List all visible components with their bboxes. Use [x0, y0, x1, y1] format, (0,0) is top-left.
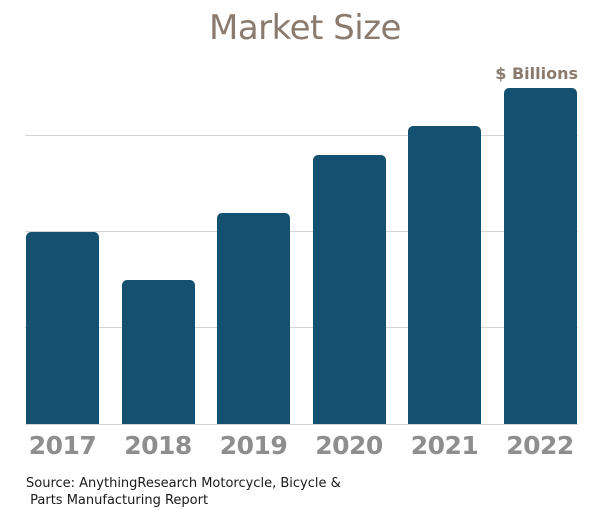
gridline	[25, 231, 578, 232]
x-axis-label-2017: 2017	[28, 431, 97, 460]
bar-2021	[408, 126, 481, 424]
source-line-1: Source: AnythingResearch Motorcycle, Bic…	[26, 476, 341, 491]
source-line-2: Parts Manufacturing Report	[26, 493, 209, 508]
x-axis-label-2021: 2021	[410, 431, 479, 460]
chart-title: Market Size	[209, 8, 401, 48]
bar-2017	[26, 232, 99, 424]
plot-area	[25, 40, 578, 425]
gridline	[25, 135, 578, 136]
x-axis-label-2022: 2022	[506, 431, 574, 460]
bars-container	[25, 40, 578, 424]
y-units-label: $ Billions	[495, 64, 578, 83]
x-axis-label-2020: 2020	[315, 431, 383, 460]
bar-2018	[121, 280, 195, 424]
x-axis-label-2019: 2019	[219, 431, 288, 460]
x-axis-label-2018: 2018	[124, 431, 192, 460]
source-note: Source: AnythingResearch Motorcycle, Bic…	[26, 475, 341, 509]
gridline	[25, 327, 578, 328]
bar-2022	[503, 88, 577, 424]
bar-2020	[312, 155, 386, 424]
x-axis-labels: 2017 2018 2019 2020 2021 2022	[25, 431, 578, 460]
bar-2019	[217, 212, 290, 424]
